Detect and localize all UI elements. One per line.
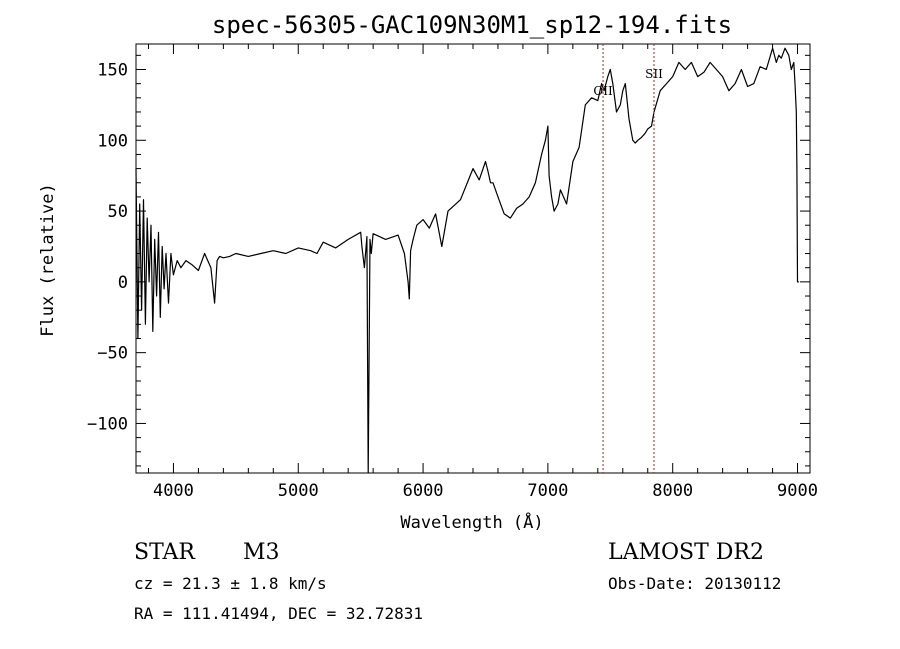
x-tick-label: 5000	[278, 481, 319, 501]
y-tick-label: 150	[97, 60, 128, 80]
x-tick-label: 4000	[153, 481, 194, 501]
plot-area: 4000 5000 6000 7000 8000 9000 −100 −50 0 50 100 150…	[87, 43, 818, 501]
chart-title: spec-56305-GAC109N30M1_sp12-194.fits	[212, 11, 732, 39]
y-tick-label: 100	[97, 131, 128, 151]
x-tick-label: 6000	[403, 481, 444, 501]
y-axis-label: Flux (relative)	[38, 183, 58, 337]
plot-frame	[135, 43, 811, 474]
y-tick-label: 0	[118, 273, 128, 293]
x-axis-label: Wavelength (Å)	[400, 511, 543, 533]
x-tick-label: 9000	[777, 481, 818, 501]
observation-date: Obs-Date: 20130112	[608, 574, 782, 593]
coordinates: RA = 111.41494, DEC = 32.72831	[134, 604, 423, 623]
y-tick-label: 50	[108, 202, 128, 222]
x-tick-label: 7000	[527, 481, 568, 501]
object-subclass: M3	[243, 540, 280, 565]
x-tick-label: 8000	[652, 481, 693, 501]
redshift-cz: cz = 21.3 ± 1.8 km/s	[134, 574, 327, 593]
line-marker-label: OII	[593, 84, 613, 98]
y-tick-label: −100	[87, 414, 128, 434]
spectrum-line	[135, 47, 799, 474]
y-tick-label: −50	[97, 344, 128, 364]
survey-name: LAMOST DR2	[608, 540, 764, 565]
line-marker-label: SII	[645, 67, 663, 81]
object-class: STAR	[134, 540, 195, 565]
